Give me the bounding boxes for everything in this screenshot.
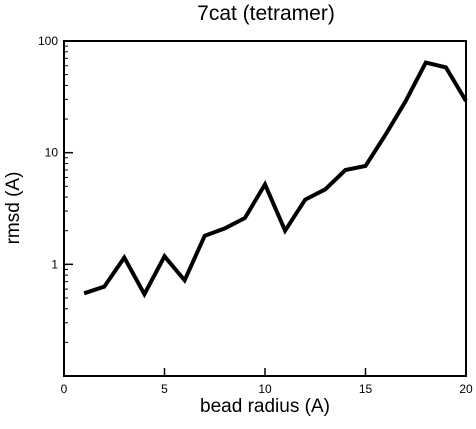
- x-tick-label: 15: [359, 382, 373, 396]
- x-tick-label: 0: [61, 382, 68, 396]
- series-layer: [83, 60, 468, 299]
- x-axis-ticks: 0 5 10 15 20: [61, 368, 473, 396]
- series-line: [83, 60, 468, 299]
- y-tick-label: 1: [51, 257, 58, 271]
- y-tick-label: 10: [45, 146, 59, 160]
- y-axis-label: rmsd (A): [3, 172, 24, 245]
- x-tick-label: 5: [161, 382, 168, 396]
- x-tick-label: 10: [258, 382, 272, 396]
- y-tick-label: 100: [38, 34, 58, 48]
- y-axis-ticks: 1 10 100: [38, 34, 73, 343]
- x-axis-label: bead radius (A): [200, 396, 330, 417]
- x-tick-label: 20: [459, 382, 473, 396]
- plot-area: [63, 40, 467, 377]
- plot-frame: [63, 40, 467, 377]
- chart-title: 7cat (tetramer): [197, 2, 335, 25]
